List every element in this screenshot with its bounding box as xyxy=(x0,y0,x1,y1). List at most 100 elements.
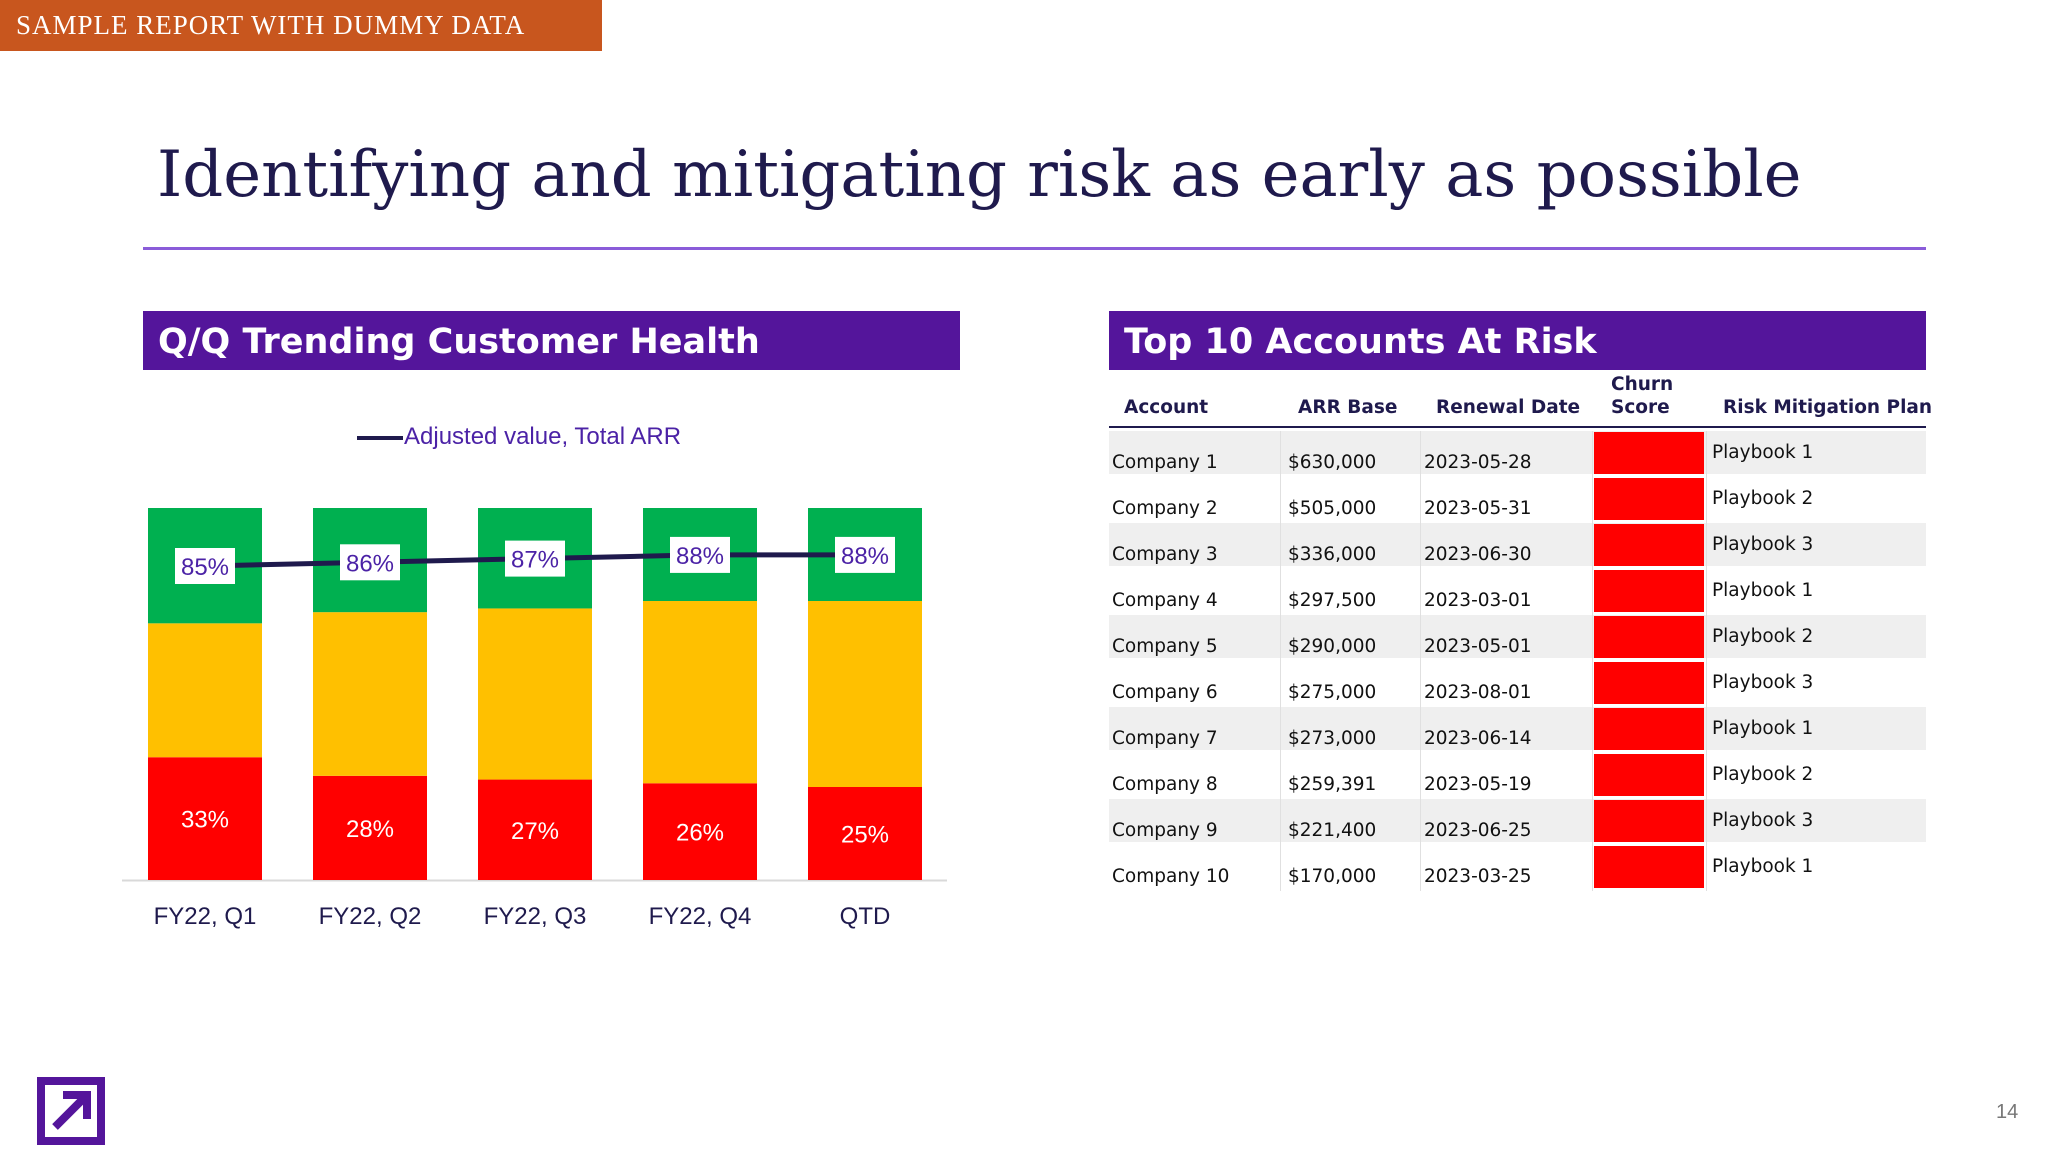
risk-plan-value: Playbook 1 xyxy=(1712,856,1814,877)
renewal-date-value: 2023-06-25 xyxy=(1424,820,1532,841)
column-separator xyxy=(1280,431,1281,891)
sample-report-banner: SAMPLE REPORT WITH DUMMY DATA xyxy=(0,0,602,51)
arr-base-value: $630,000 xyxy=(1288,452,1377,473)
risk-plan-value: Playbook 3 xyxy=(1712,810,1814,831)
trend-value-label: 87% xyxy=(511,547,559,574)
trend-point-marker xyxy=(835,536,895,573)
bar-segment-1-3 xyxy=(478,779,592,880)
x-tick-label: FY22, Q4 xyxy=(649,903,752,930)
legend-line-swatch xyxy=(357,436,403,440)
churn-score-cell xyxy=(1594,754,1704,796)
arr-base-value: $505,000 xyxy=(1288,498,1377,519)
risk-plan-value: Playbook 2 xyxy=(1712,626,1814,647)
arr-base-value: $290,000 xyxy=(1288,636,1377,657)
renewal-date-value: 2023-08-01 xyxy=(1424,682,1532,703)
account-name: Company 5 xyxy=(1112,636,1218,657)
arr-base-value: $221,400 xyxy=(1288,820,1377,841)
red-segment-label: 28% xyxy=(346,816,394,843)
account-name: Company 1 xyxy=(1112,452,1218,473)
x-tick-label: FY22, Q3 xyxy=(484,903,587,930)
churn-score-cell xyxy=(1594,432,1704,474)
page-number: 14 xyxy=(1996,1101,2019,1123)
churn-score-cell xyxy=(1594,708,1704,750)
red-segment-label: 27% xyxy=(511,818,559,845)
bar-segment-1-2 xyxy=(313,775,427,880)
trend-value-label: 86% xyxy=(346,550,394,577)
accounts-at-risk-header: Top 10 Accounts At Risk xyxy=(1109,311,1926,370)
churn-score-cell xyxy=(1594,800,1704,842)
column-separator xyxy=(1706,431,1707,891)
risk-plan-value: Playbook 2 xyxy=(1712,488,1814,509)
risk-plan-value: Playbook 3 xyxy=(1712,672,1814,693)
renewal-date-value: 2023-06-30 xyxy=(1424,544,1532,565)
table-row-band xyxy=(1109,707,1926,750)
renewal-date-value: 2023-05-19 xyxy=(1424,774,1532,795)
arr-base-value: $259,391 xyxy=(1288,774,1377,795)
trend-point-marker xyxy=(340,544,400,581)
arr-base-value: $297,500 xyxy=(1288,590,1377,611)
table-row-band xyxy=(1109,799,1926,842)
risk-plan-value: Playbook 2 xyxy=(1712,764,1814,785)
churn-score-cell xyxy=(1594,570,1704,612)
account-name: Company 2 xyxy=(1112,498,1218,519)
account-name: Company 4 xyxy=(1112,590,1218,611)
table-header-rule xyxy=(1109,426,1926,428)
col-churn: Churn xyxy=(1611,374,1674,395)
trend-point-marker xyxy=(670,536,730,573)
x-tick-label: FY22, Q2 xyxy=(319,903,422,930)
account-name: Company 3 xyxy=(1112,544,1218,565)
renewal-date-value: 2023-05-31 xyxy=(1424,498,1532,519)
column-separator xyxy=(1592,431,1593,891)
col-arr-base: ARR Base xyxy=(1298,397,1398,418)
bar-segment-2-3 xyxy=(478,608,592,780)
column-separator xyxy=(1420,431,1421,891)
x-tick-label: QTD xyxy=(840,903,891,930)
risk-plan-value: Playbook 3 xyxy=(1712,534,1814,555)
brand-logo-icon xyxy=(37,1077,105,1145)
churn-score-cell xyxy=(1594,524,1704,566)
risk-plan-value: Playbook 1 xyxy=(1712,442,1814,463)
account-name: Company 7 xyxy=(1112,728,1218,749)
bar-segment-2-1 xyxy=(148,623,262,758)
x-tick-label: FY22, Q1 xyxy=(154,903,257,930)
churn-score-cell xyxy=(1594,616,1704,658)
customer-health-header: Q/Q Trending Customer Health xyxy=(143,311,960,370)
table-row-band xyxy=(1109,523,1926,566)
trend-point-marker xyxy=(505,540,565,577)
arr-base-value: $336,000 xyxy=(1288,544,1377,565)
red-segment-label: 25% xyxy=(841,822,889,849)
trend-point-marker xyxy=(175,548,235,584)
trend-value-label: 88% xyxy=(841,543,889,570)
col-account: Account xyxy=(1124,397,1209,418)
account-name: Company 8 xyxy=(1112,774,1218,795)
red-segment-label: 26% xyxy=(676,820,724,847)
renewal-date-value: 2023-06-14 xyxy=(1424,728,1532,749)
renewal-date-value: 2023-05-01 xyxy=(1424,636,1532,657)
arr-base-value: $273,000 xyxy=(1288,728,1377,749)
account-name: Company 6 xyxy=(1112,682,1218,703)
col-renewal-date: Renewal Date xyxy=(1436,397,1581,418)
renewal-date-value: 2023-03-25 xyxy=(1424,866,1532,887)
churn-score-cell xyxy=(1594,478,1704,520)
risk-plan-value: Playbook 1 xyxy=(1712,580,1814,601)
account-name: Company 10 xyxy=(1112,866,1230,887)
bar-segment-1-1 xyxy=(148,757,262,880)
arr-base-value: $170,000 xyxy=(1288,866,1377,887)
bar-segment-2-4 xyxy=(643,601,757,784)
account-name: Company 9 xyxy=(1112,820,1218,841)
renewal-date-value: 2023-05-28 xyxy=(1424,452,1532,473)
col-score: Score xyxy=(1611,397,1670,418)
risk-plan-value: Playbook 1 xyxy=(1712,718,1814,739)
legend-label: Adjusted value, Total ARR xyxy=(404,423,682,450)
bar-segment-1-4 xyxy=(643,783,757,880)
col-risk-plan: Risk Mitigation Plan xyxy=(1723,397,1933,418)
table-row-band xyxy=(1109,615,1926,658)
arr-base-value: $275,000 xyxy=(1288,682,1377,703)
trend-value-label: 88% xyxy=(676,543,724,570)
renewal-date-value: 2023-03-01 xyxy=(1424,590,1532,611)
bar-segment-2-2 xyxy=(313,612,427,776)
churn-score-cell xyxy=(1594,662,1704,704)
bar-segment-1-5 xyxy=(808,787,922,880)
title-divider xyxy=(143,247,1926,250)
